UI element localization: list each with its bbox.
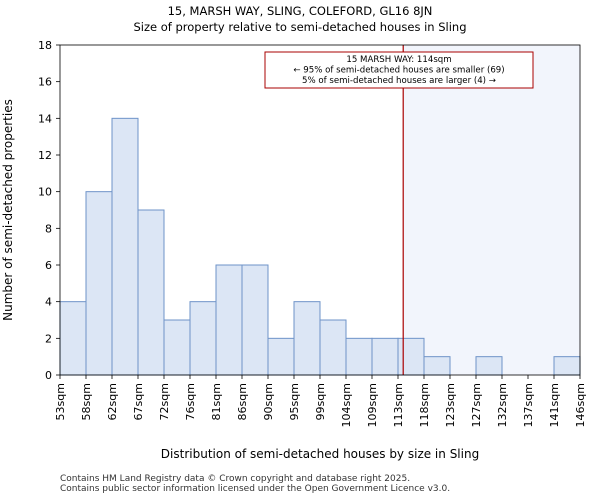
bar-67sqm [137,209,165,376]
bar-127sqm [475,356,503,376]
x-tick-label-113sqm: 113sqm [392,383,405,427]
x-tick-label-132sqm: 132sqm [496,383,509,427]
y-tick-label-14: 14 [38,112,52,125]
x-tick-label-95sqm: 95sqm [288,383,301,420]
x-tick-label-86sqm: 86sqm [236,383,249,420]
x-tick-label-53sqm: 53sqm [54,383,67,420]
x-tick-label-123sqm: 123sqm [444,383,457,427]
x-tick-label-127sqm: 127sqm [470,383,483,427]
chart-subtitle: Size of property relative to semi-detach… [133,20,466,34]
x-tick-label-118sqm: 118sqm [418,383,431,427]
x-tick-label-72sqm: 72sqm [158,383,171,420]
bar-62sqm [111,117,139,376]
bar-118sqm [423,356,451,376]
x-tick-label-99sqm: 99sqm [314,383,327,420]
x-axis-label: Distribution of semi-detached houses by … [161,447,479,461]
x-tick-label-109sqm: 109sqm [366,383,379,427]
bar-81sqm [215,264,243,376]
highlight-region [403,45,580,375]
x-tick-label-76sqm: 76sqm [184,383,197,420]
y-tick-label-12: 12 [38,149,52,162]
bar-58sqm [85,191,113,376]
x-tick-label-90sqm: 90sqm [262,383,275,420]
x-tick-label-67sqm: 67sqm [132,383,145,420]
x-tick-label-137sqm: 137sqm [522,383,535,427]
y-tick-label-10: 10 [38,186,52,199]
x-tick-label-81sqm: 81sqm [210,383,223,420]
y-tick-label-6: 6 [45,259,52,272]
x-tick-label-104sqm: 104sqm [340,383,353,427]
y-tick-label-0: 0 [45,369,52,382]
y-axis-label: Number of semi-detached properties [1,99,15,321]
bar-86sqm [241,264,269,376]
x-tick-label-62sqm: 62sqm [106,383,119,420]
bar-76sqm [189,301,217,376]
bar-104sqm [345,337,373,376]
annotation-line-2: ← 95% of semi-detached houses are smalle… [293,66,504,76]
x-tick-label-58sqm: 58sqm [80,383,93,420]
bar-90sqm [267,337,295,376]
bar-141sqm [553,356,581,376]
y-tick-label-18: 18 [38,39,52,52]
bar-53sqm [59,301,87,376]
y-tick-label-8: 8 [45,222,52,235]
bar-95sqm [293,301,321,376]
y-tick-label-4: 4 [45,296,52,309]
bar-72sqm [163,319,191,376]
x-tick-label-141sqm: 141sqm [548,383,561,427]
annotation-line-3: 5% of semi-detached houses are larger (4… [302,76,496,86]
y-tick-label-2: 2 [45,332,52,345]
x-tick-label-146sqm: 146sqm [574,383,587,427]
chart-title: 15, MARSH WAY, SLING, COLEFORD, GL16 8JN [168,4,433,18]
annotation-box [264,51,534,89]
footer-line-1: Contains HM Land Registry data © Crown c… [60,474,411,484]
annotation-line-1: 15 MARSH WAY: 114sqm [346,55,451,65]
bar-109sqm [371,337,399,376]
y-tick-label-16: 16 [38,76,52,89]
bar-113sqm [397,337,425,376]
footer-line-2: Contains public sector information licen… [60,484,451,494]
bar-99sqm [319,319,347,376]
